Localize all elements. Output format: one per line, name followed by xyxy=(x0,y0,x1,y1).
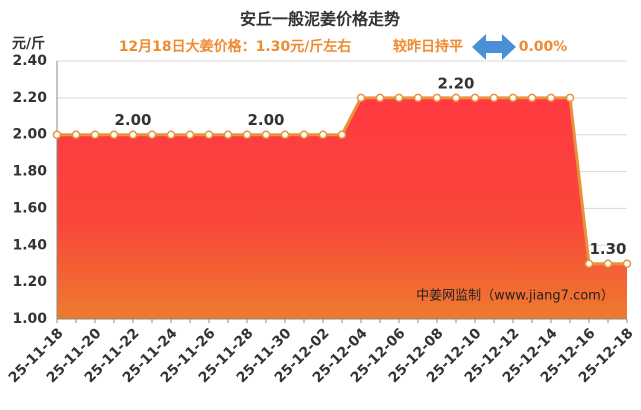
marker xyxy=(508,93,518,103)
marker xyxy=(71,130,81,139)
marker xyxy=(261,130,271,139)
y-tick-label: 1.60 xyxy=(12,200,47,216)
data-label: 2.00 xyxy=(247,111,284,129)
marker xyxy=(546,93,556,103)
y-tick-label: 1.00 xyxy=(12,311,47,327)
marker xyxy=(584,259,594,268)
marker xyxy=(90,130,100,139)
marker xyxy=(413,93,423,103)
marker xyxy=(432,93,442,103)
data-label: 2.20 xyxy=(437,74,474,92)
marker xyxy=(451,93,461,103)
y-tick-label: 2.00 xyxy=(12,127,47,143)
marker xyxy=(603,259,613,268)
marker xyxy=(204,130,214,139)
y-axis-label: 元/斤 xyxy=(12,35,45,52)
subtitle: 12月18日大姜价格：1.30元/斤左右 xyxy=(119,38,352,55)
marker xyxy=(337,130,347,139)
marker xyxy=(318,130,328,139)
marker xyxy=(565,93,575,103)
marker xyxy=(147,130,157,139)
area xyxy=(57,97,627,319)
data-label: 1.30 xyxy=(589,240,626,258)
marker xyxy=(128,130,138,139)
chart-title: 安丘一般泥姜价格走势 xyxy=(240,10,400,29)
y-tick-label: 2.40 xyxy=(12,53,47,69)
y-tick-label: 1.20 xyxy=(12,274,47,290)
change-value: 0.00% xyxy=(519,39,568,55)
marker xyxy=(489,93,499,103)
marker xyxy=(375,93,385,103)
marker xyxy=(527,93,537,103)
marker xyxy=(242,130,252,139)
marker xyxy=(223,130,233,139)
y-tick-label: 1.40 xyxy=(12,237,47,253)
marker xyxy=(166,130,176,139)
change-icon xyxy=(472,34,516,60)
marker xyxy=(394,93,404,103)
change-label: 较昨日持平 xyxy=(393,38,463,55)
marker xyxy=(185,130,195,139)
marker xyxy=(470,93,480,103)
y-tick-label: 2.20 xyxy=(12,90,47,106)
marker xyxy=(280,130,290,139)
marker xyxy=(299,130,309,139)
marker xyxy=(356,93,366,103)
marker xyxy=(622,259,632,268)
y-tick-label: 1.80 xyxy=(12,164,47,180)
marker xyxy=(52,130,62,139)
marker xyxy=(109,130,119,139)
annotation: 中姜网监制（www.jiang7.com） xyxy=(416,289,614,304)
data-label: 2.00 xyxy=(114,111,151,129)
